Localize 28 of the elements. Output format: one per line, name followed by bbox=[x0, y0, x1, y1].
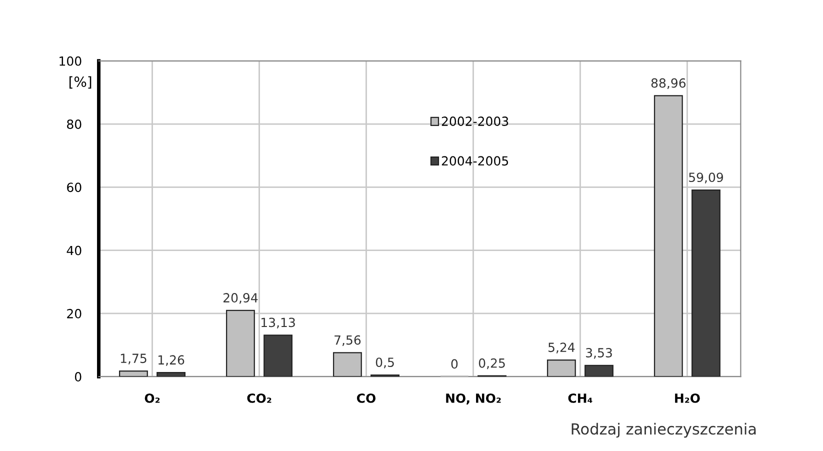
data-label: 0 bbox=[451, 359, 458, 369]
x-tick-label: CH₄ bbox=[568, 393, 592, 403]
data-label: 88,96 bbox=[651, 78, 686, 90]
data-label: 0,25 bbox=[478, 358, 505, 370]
legend-label: 2002-2003 bbox=[442, 116, 508, 126]
y-tick-label: 100 bbox=[60, 56, 82, 66]
y-tick-label: 60 bbox=[67, 182, 82, 192]
data-label: 13,13 bbox=[262, 318, 295, 328]
data-label: 1,26 bbox=[158, 355, 184, 366]
y-tick-label: 20 bbox=[67, 308, 82, 318]
x-axis-title: Rodzaj zanieczyszczenia bbox=[572, 422, 756, 438]
data-label: 3,53 bbox=[586, 348, 612, 359]
x-tick-label: CO bbox=[356, 393, 376, 403]
data-label: 1,75 bbox=[120, 354, 146, 364]
x-tick-label: O₂ bbox=[144, 393, 160, 403]
data-label: 59,09 bbox=[689, 172, 723, 184]
x-tick-label: CO₂ bbox=[247, 393, 272, 403]
data-label: 0,5 bbox=[376, 358, 394, 368]
data-label: 5,24 bbox=[548, 342, 575, 354]
y-tick-label: 0 bbox=[74, 372, 82, 382]
data-label: 7,56 bbox=[334, 335, 361, 346]
y-tick-label: 40 bbox=[66, 246, 82, 256]
y-axis-title: [%] bbox=[70, 76, 92, 89]
legend-label: 2004-2005 bbox=[442, 156, 508, 166]
x-tick-label: NO, NO₂ bbox=[446, 393, 501, 405]
y-tick-label: 80 bbox=[67, 119, 82, 129]
data-label: 20,94 bbox=[223, 293, 258, 304]
x-tick-label: H₂O bbox=[675, 393, 700, 403]
